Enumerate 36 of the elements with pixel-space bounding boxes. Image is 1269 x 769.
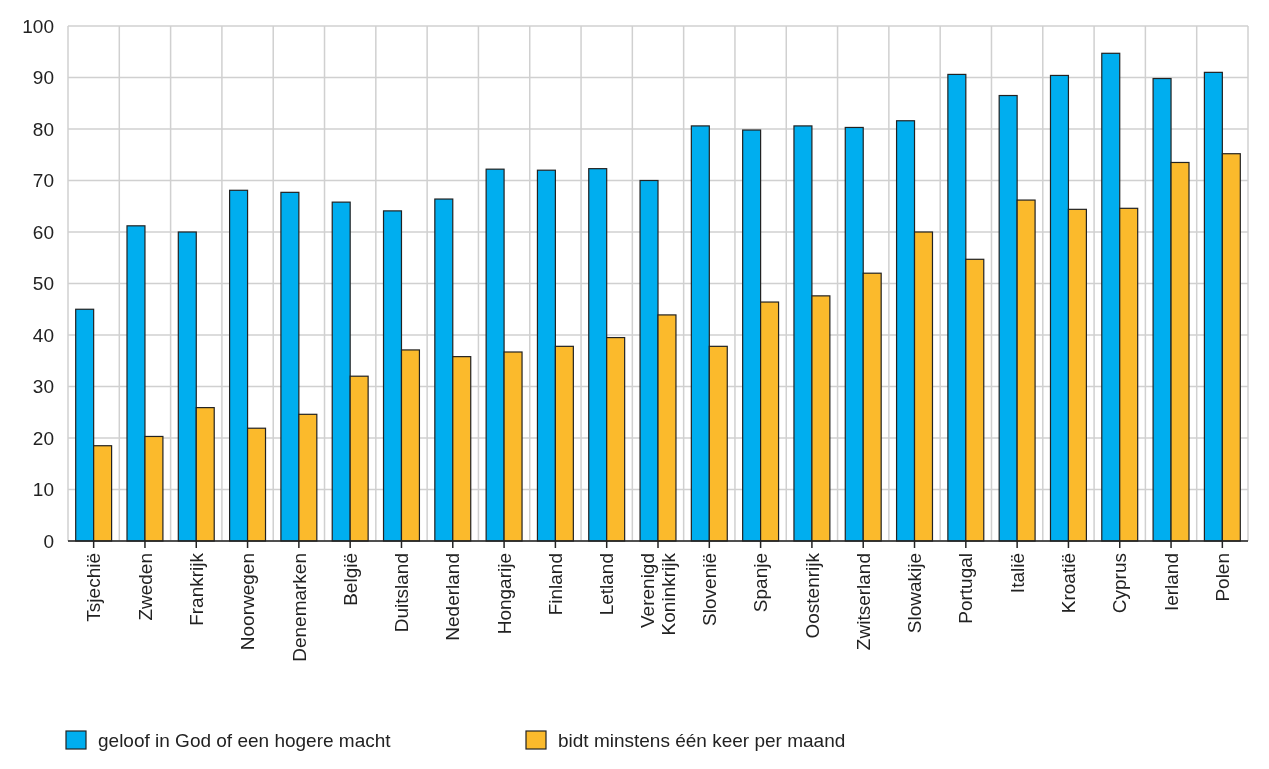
x-tick-label: Portugal: [955, 553, 977, 624]
x-tick-label: Kroatië: [1058, 553, 1080, 614]
x-tick-label: Duitsland: [391, 553, 413, 633]
x-tick-label: Cyprus: [1109, 553, 1131, 614]
legend-label: bidt minstens één keer per maand: [558, 729, 846, 751]
x-tick-label: Frankrijk: [185, 552, 207, 626]
x-tick-label: Spanje: [750, 553, 772, 613]
x-tick-label: Slowakije: [904, 553, 926, 634]
legend-label: geloof in God of een hogere macht: [98, 729, 392, 751]
x-tick-label: Hongarije: [493, 553, 515, 635]
x-tick-label: Tsjechië: [83, 553, 105, 622]
x-tick-label: Oostenrijk: [801, 552, 823, 639]
x-tick-label: België: [339, 553, 361, 606]
x-tick-label: Ierland: [1160, 553, 1182, 612]
x-tick-label: Denemarken: [288, 553, 310, 662]
y-tick-label: 40: [32, 324, 54, 346]
y-tick-label: 60: [32, 221, 54, 243]
x-tick-label: Italië: [1006, 553, 1028, 594]
x-tick-label: Verenigd Koninkrijk: [637, 552, 680, 636]
x-tick-label: Noorwegen: [237, 553, 259, 651]
y-tick-label: 20: [32, 427, 54, 449]
y-tick-label: 10: [32, 479, 54, 501]
x-tick-label: Polen: [1212, 553, 1233, 602]
x-tick-label: Slovenië: [698, 553, 720, 626]
y-tick-label: 30: [32, 376, 54, 398]
x-tick-label: Zwitserland: [852, 553, 874, 651]
x-tick-label: Zweden: [134, 553, 156, 621]
y-tick-label: 80: [32, 118, 54, 140]
y-tick-label: 0: [43, 530, 54, 552]
x-tick-label: Letland: [596, 553, 618, 616]
x-tick-label: Nederland: [442, 553, 464, 641]
y-tick-label: 70: [32, 170, 54, 192]
y-tick-label: 90: [32, 67, 54, 89]
y-tick-label: 50: [32, 273, 54, 295]
x-tick-label: Finland: [545, 553, 567, 616]
y-tick-label: 100: [22, 15, 54, 37]
